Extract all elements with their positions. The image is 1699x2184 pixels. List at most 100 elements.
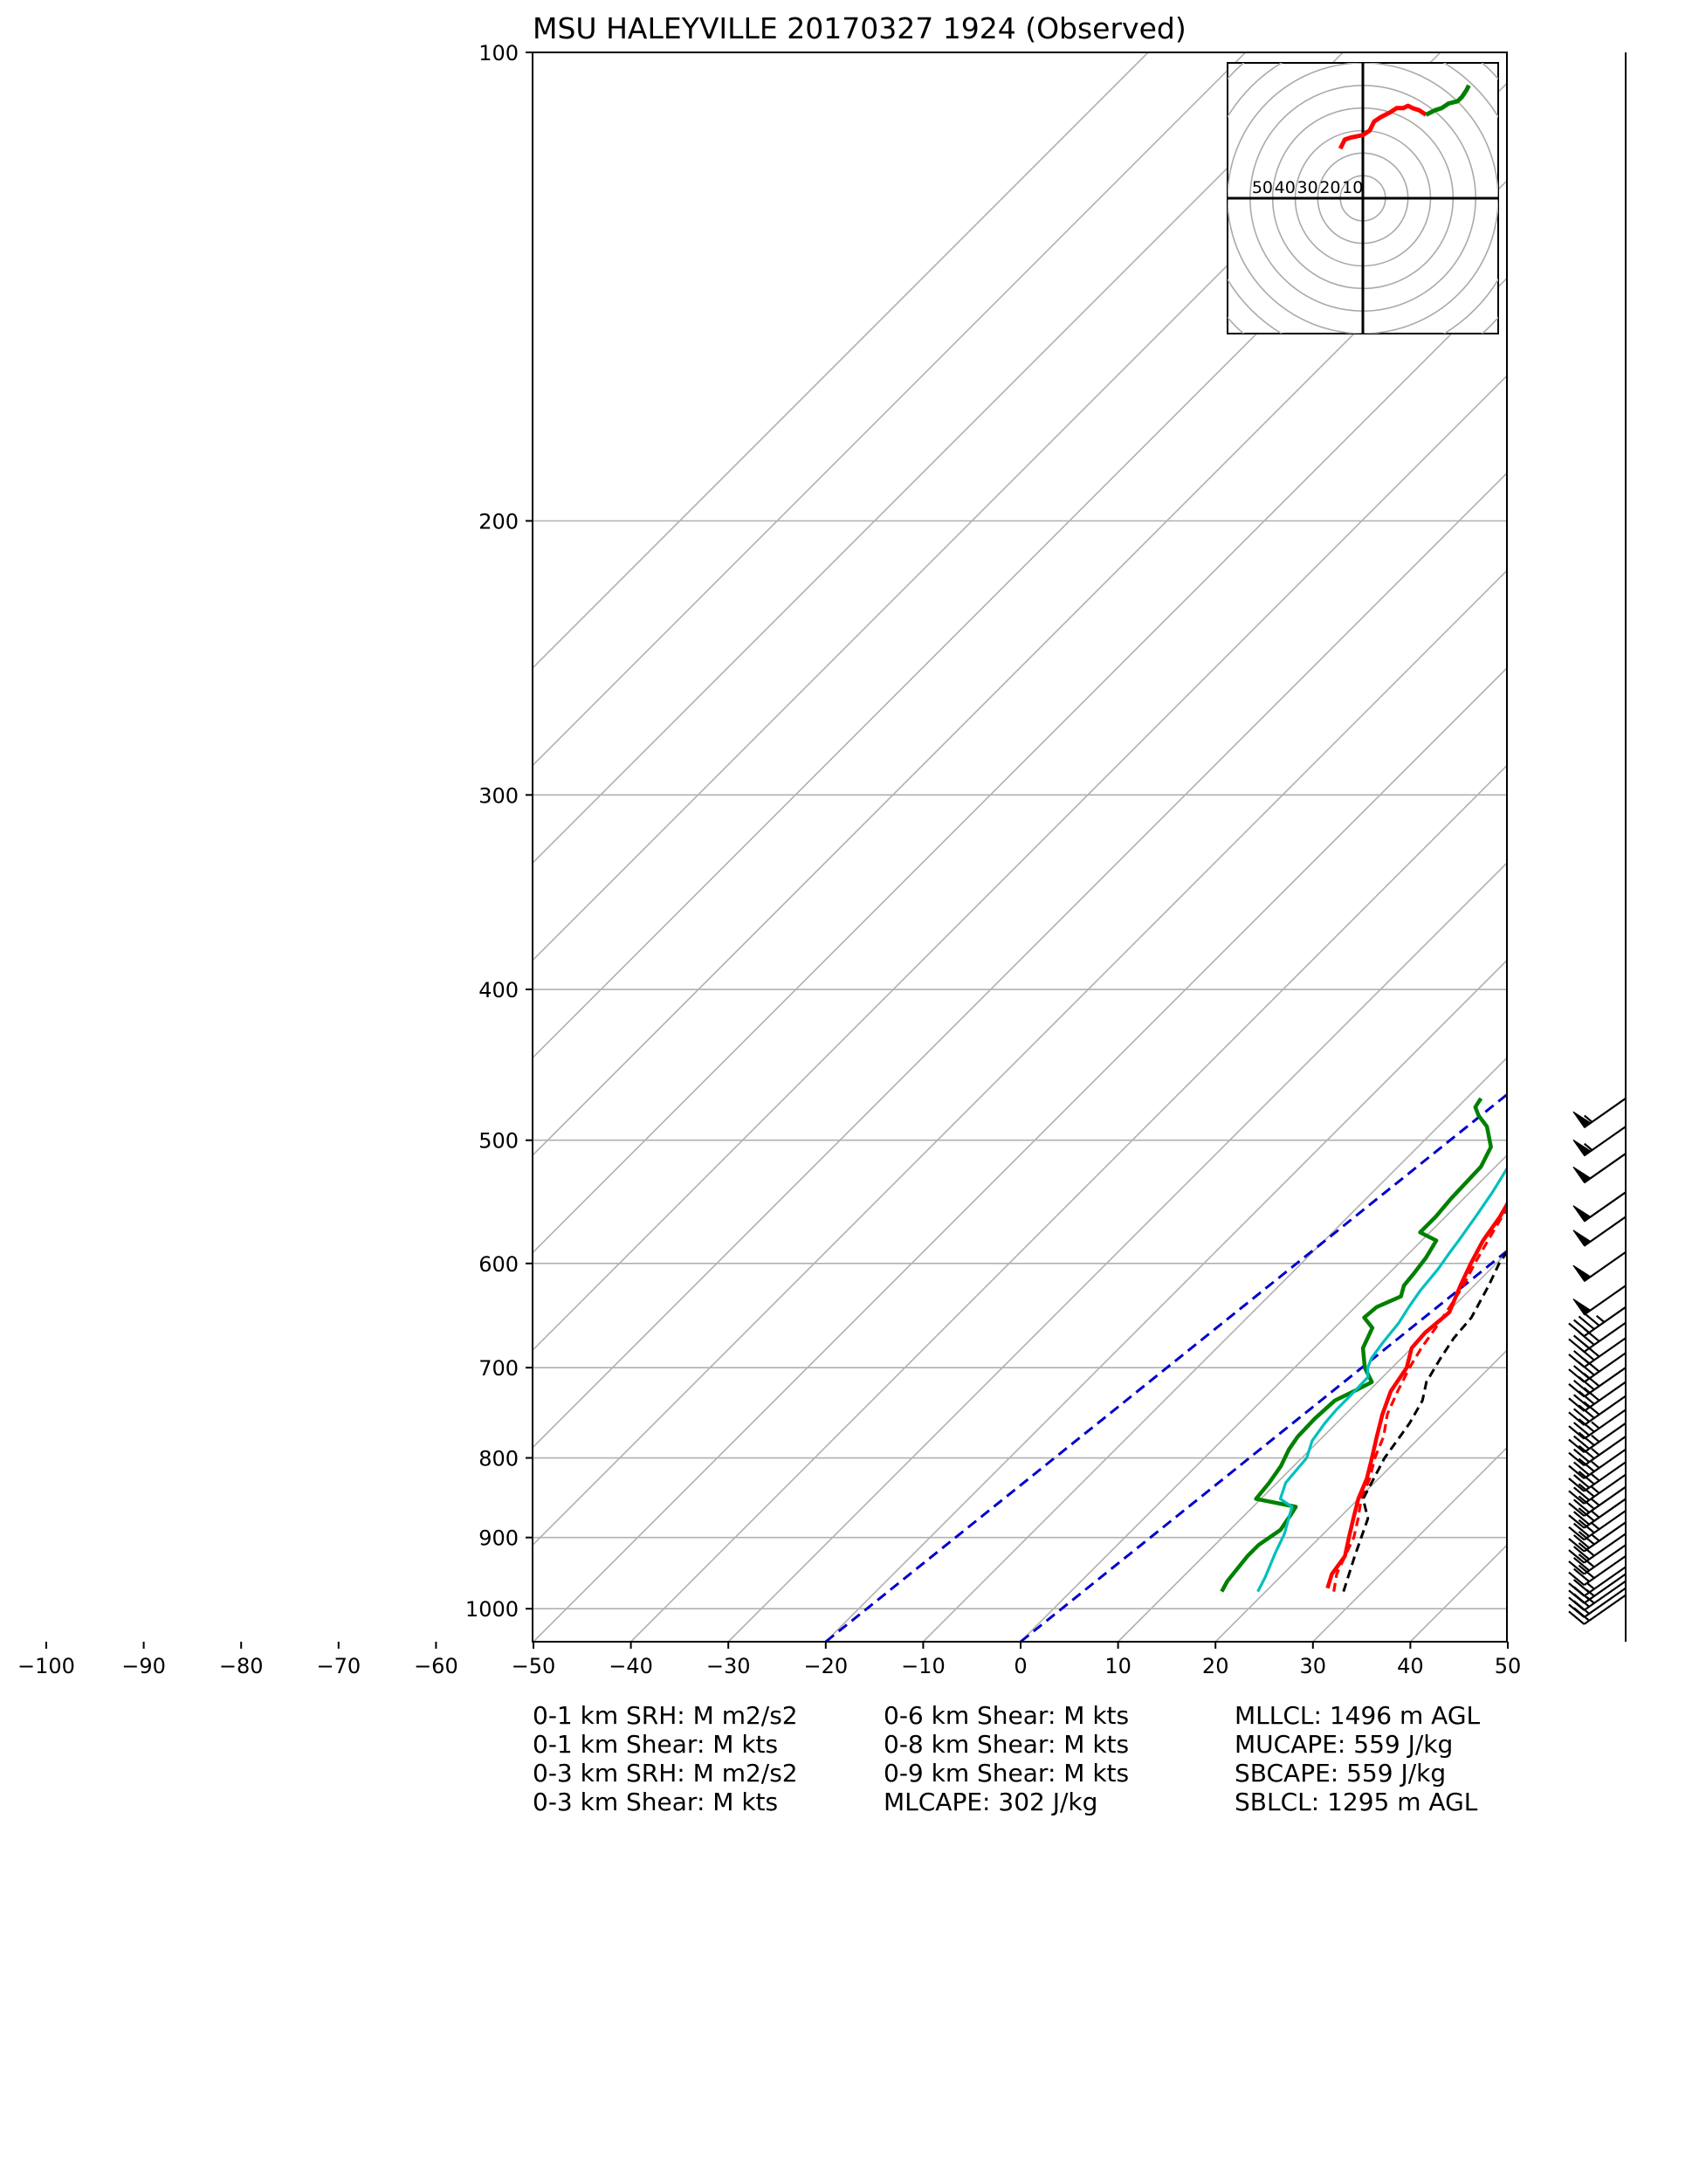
temperature-tick-label: −10 [901, 1654, 946, 1678]
stat-srh-01: 0-1 km SRH: M m2/s2 [533, 1701, 798, 1730]
temperature-tick-label: 50 [1495, 1654, 1522, 1678]
wind-barb [1568, 1485, 1627, 1517]
wind-barb [1568, 1544, 1627, 1575]
temperature-tick-label: −30 [706, 1654, 751, 1678]
hodograph-ring-label: 30 [1297, 178, 1318, 197]
dry-adiabat-guides [824, 1092, 1507, 1642]
hodograph-ring-label: 10 [1342, 178, 1363, 197]
temperature_dashed-profile [1332, 1207, 1507, 1592]
isotherm-line [1508, 52, 1699, 1642]
temperature-tick-label: 0 [1014, 1654, 1027, 1678]
sounding-stats: 0-1 km SRH: M m2/s2 0-1 km Shear: M kts … [533, 1701, 1481, 1816]
isotherm-line [533, 569, 1507, 1547]
isotherm-line [533, 52, 1247, 767]
isotherm-line [533, 52, 1344, 865]
chart-title: MSU HALEYVILLE 20170327 1924 (Observed) [533, 11, 1187, 45]
temperature-tick-label: 10 [1104, 1654, 1132, 1678]
stat-sblcl: SBLCL: 1295 m AGL [1235, 1788, 1478, 1816]
isotherm-line [533, 472, 1507, 1449]
temperature-tick-label: −50 [512, 1654, 556, 1678]
isotherm-line [922, 1057, 1507, 1642]
temperature-tick-label: −80 [219, 1654, 264, 1678]
temperature-tick-label: −20 [803, 1654, 848, 1678]
wind-barb [1568, 1306, 1627, 1337]
wind-barb [1568, 1395, 1627, 1426]
wind-barbs [1568, 1097, 1627, 1625]
wind-barb [1568, 1580, 1627, 1611]
pressure-tick-label: 800 [478, 1447, 519, 1471]
isotherm-line [533, 52, 1149, 670]
hodograph-trace-low [1338, 103, 1427, 150]
isotherm-line [1020, 1154, 1507, 1642]
stat-mllcl: MLLCL: 1496 m AGL [1235, 1701, 1481, 1730]
wind-barb [1568, 1367, 1627, 1398]
wind-barb [1568, 1587, 1627, 1618]
wind-barb [1568, 1521, 1627, 1553]
wind-barb [1568, 1448, 1627, 1479]
blue-dashed-guide [824, 1092, 1507, 1642]
wind-barb [1568, 1594, 1627, 1625]
stat-shear-08: 0-8 km Shear: M kts [884, 1730, 1129, 1759]
pressure-tick-label: 100 [478, 41, 519, 65]
temperature-tick-label: −90 [121, 1654, 166, 1678]
wind-barb [1572, 1153, 1627, 1184]
temperature-tick-label: −60 [414, 1654, 458, 1678]
isotherm-line [1118, 1251, 1507, 1642]
pressure-axis: 100 200 300 400 500 600 700 800 900 1000 [465, 41, 533, 1622]
isotherm-line [727, 862, 1507, 1642]
wind-barb [1572, 1126, 1627, 1157]
dewpoint-profile [1220, 1097, 1493, 1593]
stat-mlcape: MLCAPE: 302 J/kg [884, 1788, 1097, 1816]
stat-shear-03: 0-3 km Shear: M kts [533, 1788, 778, 1816]
wind-barb [1572, 1097, 1627, 1129]
wind-barb [1572, 1216, 1627, 1247]
wind-barb [1568, 1533, 1627, 1564]
hodograph-trace-high [1425, 84, 1471, 117]
isotherm-line [630, 764, 1507, 1642]
temperature-tick-label: −70 [316, 1654, 361, 1678]
pressure-tick-label: 500 [478, 1129, 519, 1154]
hodograph-inset: 50 40 30 20 10 [1227, 62, 1499, 334]
isotherm-line [825, 959, 1507, 1642]
temperature-tick-label: −100 [17, 1654, 75, 1678]
hodograph-ring-label: 20 [1319, 178, 1340, 197]
temperature-tick-label: −40 [609, 1654, 653, 1678]
stat-shear-01: 0-1 km Shear: M kts [533, 1730, 778, 1759]
hodograph-ring-label: 40 [1275, 178, 1296, 197]
isotherm-line [1214, 1349, 1507, 1642]
wind-barb [1568, 1381, 1627, 1412]
wind-barb [1572, 1250, 1627, 1283]
pressure-tick-label: 600 [478, 1252, 519, 1277]
temperature-profile [1325, 1201, 1507, 1589]
pressure-tick-label: 200 [478, 510, 519, 534]
stat-shear-09: 0-9 km Shear: M kts [884, 1759, 1129, 1788]
wind-barb [1572, 1285, 1627, 1316]
wind-barb [1568, 1554, 1627, 1587]
stat-shear-06: 0-6 km Shear: M kts [884, 1701, 1129, 1730]
isotherm-line [533, 375, 1507, 1352]
pressure-tick-label: 700 [478, 1356, 519, 1381]
temperature-axis: −100 −90 −80 −70 −60 −50 −40 −30 −20 −10 0 10 20 30 40… [17, 1642, 1521, 1678]
sounding-profiles [1220, 1097, 1507, 1593]
wind-barb [1568, 1436, 1627, 1467]
wind-barb [1568, 1409, 1627, 1440]
temperature-tick-label: 30 [1300, 1654, 1327, 1678]
stat-sbcape: SBCAPE: 559 J/kg [1235, 1759, 1446, 1788]
wetbulb-profile [1256, 1166, 1507, 1593]
stat-mucape: MUCAPE: 559 J/kg [1235, 1730, 1453, 1759]
pressure-tick-label: 400 [478, 978, 519, 1002]
temperature-tick-label: 20 [1202, 1654, 1229, 1678]
pressure-tick-label: 300 [478, 783, 519, 808]
wind-barb [1568, 1422, 1627, 1453]
isotherm-line [533, 52, 1441, 961]
wind-barb [1572, 1191, 1627, 1223]
blue-dashed-guide [1020, 1249, 1507, 1642]
stat-srh-03: 0-3 km SRH: M m2/s2 [533, 1759, 798, 1788]
pressure-tick-label: 1000 [465, 1597, 519, 1622]
wind-barb [1568, 1473, 1627, 1505]
isotherm-line [533, 666, 1507, 1642]
parcel-profile [1342, 1250, 1507, 1593]
pressure-tick-label: 900 [478, 1526, 519, 1551]
temperature-tick-label: 40 [1397, 1654, 1424, 1678]
